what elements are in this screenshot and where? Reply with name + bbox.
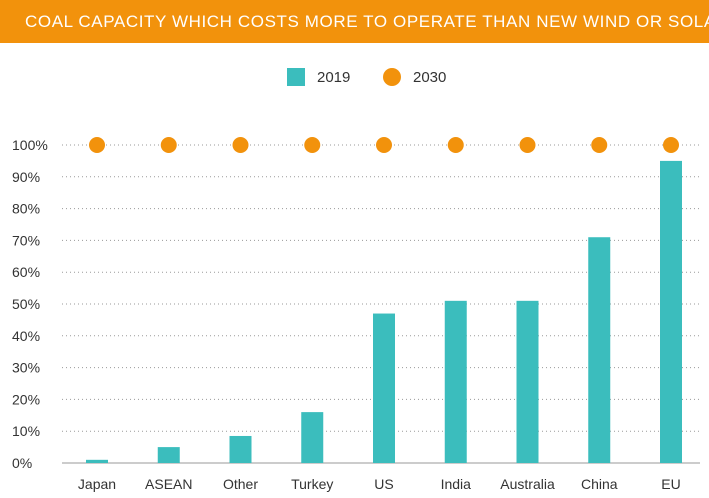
y-tick-label: 60% [12, 264, 40, 280]
x-category-label: ASEAN [145, 476, 192, 492]
legend-swatch-2019 [287, 68, 305, 86]
dot-2030 [232, 137, 249, 153]
dot-2030 [160, 137, 177, 153]
y-tick-label: 0% [12, 455, 32, 471]
dot-2030 [591, 137, 608, 153]
y-tick-label: 20% [12, 391, 40, 407]
x-category-label: Other [223, 476, 258, 492]
legend-item-2019: 2019 [287, 68, 350, 86]
bar-2019 [444, 300, 467, 463]
dot-2030 [376, 137, 392, 153]
x-category-label: Turkey [291, 476, 333, 492]
y-tick-label: 40% [12, 328, 40, 344]
bar-2019 [86, 459, 108, 463]
y-tick-label: 100% [12, 137, 48, 153]
legend: 2019 2030 [0, 68, 709, 94]
x-category-label: US [374, 476, 393, 492]
y-tick-label: 30% [12, 360, 40, 376]
dot-2030 [447, 137, 464, 153]
legend-label-2030: 2030 [413, 68, 447, 86]
y-tick-label: 70% [12, 232, 40, 248]
dot-2030 [304, 137, 321, 153]
bar-2019 [588, 237, 611, 463]
x-category-label: China [581, 476, 618, 492]
y-tick-label: 50% [12, 296, 40, 312]
legend-item-2030: 2030 [383, 68, 446, 86]
y-tick-label: 90% [12, 169, 40, 185]
chart-title: COAL CAPACITY WHICH COSTS MORE TO OPERAT… [0, 0, 709, 43]
bar-2019 [157, 447, 180, 463]
dot-2030 [663, 137, 679, 153]
bar-2019 [516, 300, 539, 463]
dot-2030 [89, 137, 105, 153]
bar-2019 [660, 160, 682, 463]
x-category-label: Australia [500, 476, 555, 492]
x-category-label: EU [661, 476, 680, 492]
legend-label-2019: 2019 [317, 68, 351, 86]
bar-2019 [373, 313, 395, 463]
bar-2019 [301, 412, 324, 463]
x-category-label: Japan [78, 476, 116, 492]
y-tick-label: 10% [12, 423, 40, 439]
y-tick-label: 80% [12, 201, 40, 217]
legend-swatch-2030 [383, 68, 401, 86]
dot-2030 [519, 137, 536, 153]
x-category-label: India [441, 476, 472, 492]
bar-2019 [229, 435, 252, 463]
